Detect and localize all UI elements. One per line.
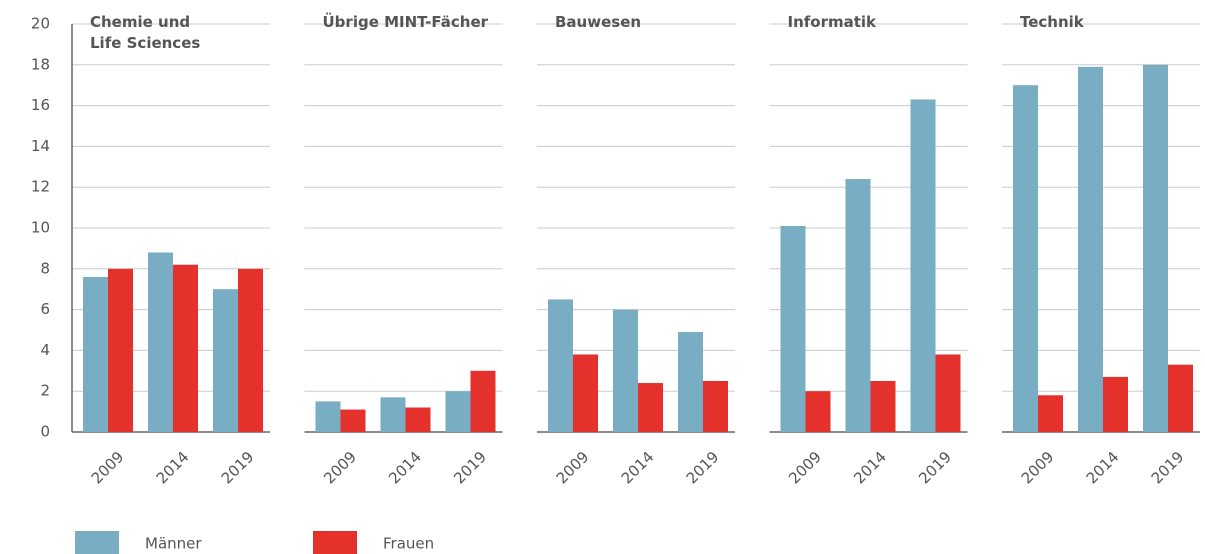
legend-label: Männer [145,535,202,553]
bar [340,409,366,432]
panel-title: Chemie und Life Sciences [90,13,201,52]
bar [1168,364,1193,432]
bar [1078,66,1103,432]
x-tick-label: 2014 [385,448,425,488]
bar [83,276,108,432]
bar [148,252,173,432]
bar [1013,85,1038,432]
y-tick-label: 0 [40,423,50,441]
panel-title: Übrige MINT-Fächer [322,13,489,31]
bar [845,179,871,432]
y-tick-label: 18 [31,55,50,73]
bar [213,289,238,432]
bar [445,391,471,432]
panel-title: Informatik [787,13,877,31]
x-tick-label: 2019 [1148,448,1188,488]
bar [1143,64,1168,433]
x-tick-label: 2014 [850,448,890,488]
x-tick-label: 2009 [88,448,128,488]
bar [238,268,263,432]
legend-label: Frauen [383,535,434,553]
x-tick-label: 2019 [915,448,955,488]
panel-title: Technik [1020,13,1084,31]
y-tick-label: 12 [31,178,50,196]
bar [935,354,961,432]
bar [108,268,133,432]
bar [910,99,936,432]
y-tick-label: 6 [40,300,50,318]
bar [548,299,573,432]
bar [470,370,496,432]
bar [173,264,198,432]
bar [638,383,663,432]
bar [805,391,831,432]
bar [380,397,406,432]
y-tick-label: 14 [31,137,50,155]
legend-swatch [75,531,119,554]
bar [573,354,598,432]
bar [1038,395,1063,432]
bar [780,225,806,432]
legend-swatch [313,531,357,554]
x-tick-label: 2009 [1018,448,1058,488]
x-tick-label: 2019 [450,448,490,488]
y-tick-label: 10 [31,219,50,237]
y-tick-label: 4 [40,341,50,359]
x-tick-label: 2009 [785,448,825,488]
x-tick-label: 2014 [618,448,658,488]
y-tick-label: 8 [40,259,50,277]
bar [1103,376,1128,432]
x-tick-label: 2009 [320,448,360,488]
y-tick-label: 20 [31,15,50,33]
bar [405,407,431,432]
x-tick-label: 2019 [683,448,723,488]
bar [613,309,638,432]
bar [315,401,341,432]
x-tick-label: 2009 [553,448,593,488]
bar [870,381,896,432]
x-tick-label: 2014 [1083,448,1123,488]
bar [703,381,728,432]
x-tick-label: 2019 [218,448,258,488]
y-tick-label: 2 [40,382,50,400]
y-tick-label: 16 [31,96,50,114]
x-tick-label: 2014 [153,448,193,488]
bar [678,332,703,432]
panel-title: Bauwesen [555,13,642,31]
